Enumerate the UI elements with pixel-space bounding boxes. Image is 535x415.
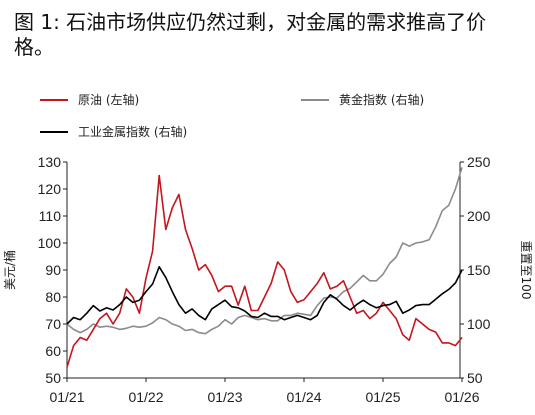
y-right-tick-label: 250 (467, 154, 491, 170)
x-tick-label: 01/24 (286, 389, 321, 405)
y-left-tick-label: 130 (38, 154, 62, 170)
y-left-tick-label: 120 (38, 181, 62, 197)
y-left-tick-label: 60 (45, 343, 61, 359)
legend-label-metals: 工业金属指数 (右轴) (78, 125, 188, 139)
y-left-tick-label: 50 (45, 370, 61, 386)
y-right-tick-label: 50 (467, 370, 483, 386)
y-right-tick-label: 100 (467, 316, 491, 332)
legend-item-crude: 原油 (左轴) (40, 91, 139, 108)
legend-item-gold: 黄金指数 (右轴) (301, 91, 424, 108)
y-left-tick-label: 90 (45, 262, 61, 278)
legend-swatch-metals (40, 130, 68, 133)
legend-label-crude: 原油 (左轴) (78, 93, 140, 107)
y-left-axis-title: 美元/桶 (2, 250, 17, 290)
y-right-tick-label: 200 (467, 208, 491, 224)
legend-label-gold: 黄金指数 (右轴) (339, 93, 425, 107)
legend-item-metals: 工业金属指数 (右轴) (40, 123, 187, 140)
series-line-2 (66, 266, 463, 325)
y-left-tick-label: 80 (45, 289, 61, 305)
x-tick-label: 01/23 (207, 389, 242, 405)
x-tick-label: 01/22 (128, 389, 163, 405)
series-line-1 (66, 167, 463, 335)
x-tick-label: 01/21 (49, 389, 84, 405)
y-left-tick-label: 70 (45, 316, 61, 332)
chart-title: 图 1: 石油市场供应仍然过剩，对金属的需求推高了价格。 (14, 10, 487, 59)
legend-swatch-crude (40, 98, 68, 101)
y-left-tick-label: 110 (39, 208, 62, 224)
x-tick-label: 01/25 (365, 389, 400, 405)
x-tick-label: 01/26 (444, 389, 479, 405)
y-right-tick-label: 150 (467, 262, 491, 278)
series-line-0 (66, 174, 463, 368)
legend-swatch-gold (301, 98, 329, 101)
y-right-axis-title: 重置至100 (519, 241, 533, 300)
y-left-tick-label: 100 (38, 235, 62, 251)
